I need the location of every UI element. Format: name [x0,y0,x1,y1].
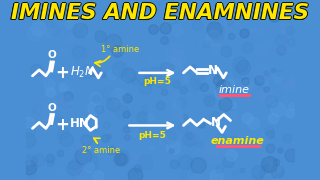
Text: O: O [47,50,56,60]
Text: pH=5: pH=5 [144,77,172,86]
Text: IMINES AND ENAMNINES: IMINES AND ENAMNINES [11,3,309,22]
Text: 1° amine: 1° amine [100,45,139,54]
Text: HN: HN [70,117,90,130]
Text: pH=5: pH=5 [139,131,166,140]
Text: IMINES AND ENAMNINES: IMINES AND ENAMNINES [11,4,309,24]
Text: +: + [56,116,70,134]
Text: IMINES AND ENAMNINES: IMINES AND ENAMNINES [11,3,308,23]
Text: IMINES AND ENAMNINES: IMINES AND ENAMNINES [12,3,310,23]
Text: imine: imine [218,85,249,95]
Text: IMINES AND ENAMNINES: IMINES AND ENAMNINES [12,4,309,24]
Text: enamine: enamine [210,136,264,146]
Text: N: N [211,116,221,129]
Text: +: + [56,64,70,82]
Text: O: O [47,103,56,112]
Text: IMINES AND ENAMNINES: IMINES AND ENAMNINES [11,4,308,24]
Text: $H_2N$: $H_2N$ [70,65,95,80]
Text: 2° amine: 2° amine [82,146,120,155]
Text: IMINES AND ENAMNINES: IMINES AND ENAMNINES [10,3,308,23]
Text: N: N [208,64,218,77]
Text: IMINES AND ENAMNINES: IMINES AND ENAMNINES [12,3,309,23]
Text: IMINES AND ENAMNINES: IMINES AND ENAMNINES [11,3,309,23]
